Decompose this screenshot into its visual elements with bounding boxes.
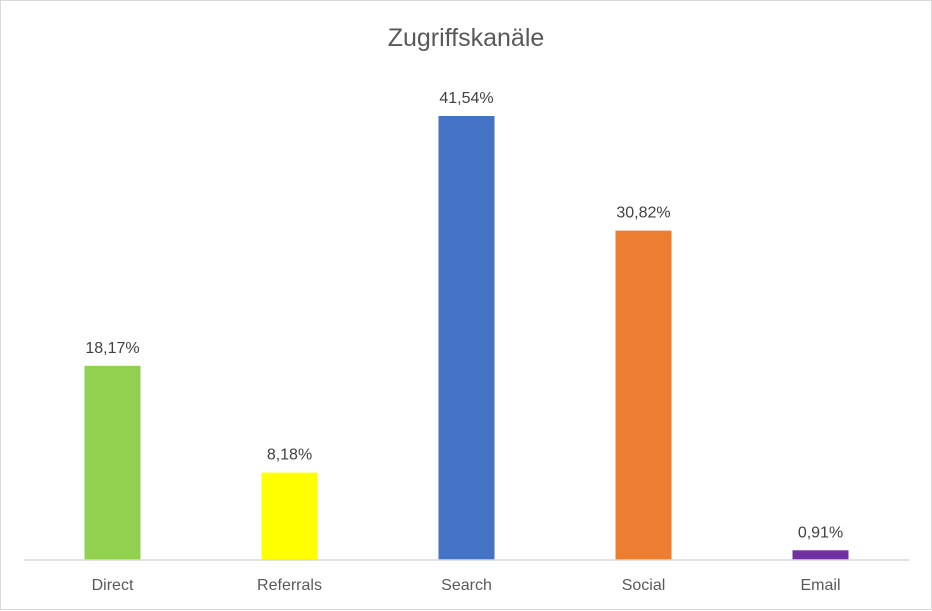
labels-layer: 18,17% Direct 8,18% Referrals 41,54% Search 30… xyxy=(85,90,843,594)
category-label-email: Email xyxy=(800,577,840,594)
bar-email xyxy=(792,550,849,560)
category-label-referrals: Referrals xyxy=(257,577,322,594)
data-label-referrals: 8,18% xyxy=(267,447,312,464)
bar-direct xyxy=(84,365,141,560)
data-label-search: 41,54% xyxy=(439,90,493,107)
data-label-social: 30,82% xyxy=(616,205,670,222)
chart-title: Zugriffskanäle xyxy=(388,24,545,52)
bars-layer xyxy=(84,116,849,560)
bar-social xyxy=(615,230,672,560)
data-label-email: 0,91% xyxy=(798,524,843,541)
data-label-direct: 18,17% xyxy=(85,340,139,357)
category-label-social: Social xyxy=(622,577,666,594)
bar-search xyxy=(438,116,495,560)
bar-referrals xyxy=(261,472,318,560)
category-label-search: Search xyxy=(441,577,492,594)
category-label-direct: Direct xyxy=(92,577,134,594)
